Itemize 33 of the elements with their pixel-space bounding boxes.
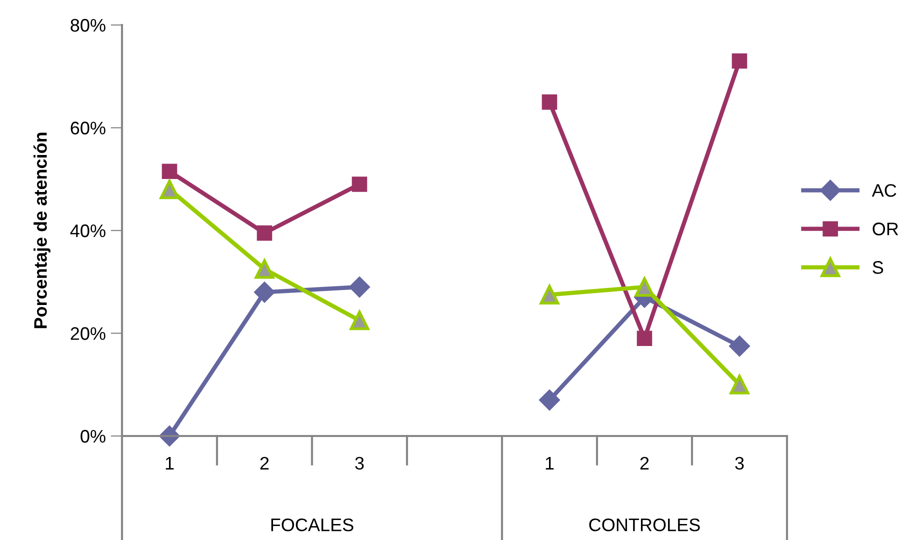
point bbox=[254, 259, 274, 279]
y-tick-label: 0% bbox=[80, 430, 106, 443]
x-tick-label: 2 bbox=[260, 456, 269, 470]
point bbox=[636, 330, 652, 346]
legend-label: OR bbox=[872, 222, 898, 236]
point bbox=[730, 374, 750, 394]
point bbox=[162, 164, 178, 180]
y-tick-label: 40% bbox=[70, 224, 106, 238]
y-tick-label: 80% bbox=[70, 18, 106, 32]
y-tick-label: 60% bbox=[70, 122, 106, 134]
x-tick-label: 1 bbox=[166, 457, 174, 470]
point bbox=[538, 390, 560, 411]
legend-label: AC bbox=[872, 184, 896, 197]
text: FOCALES bbox=[271, 518, 354, 532]
point bbox=[634, 277, 654, 297]
x-tick-label: 3 bbox=[735, 456, 744, 470]
point bbox=[160, 180, 180, 200]
point bbox=[540, 284, 560, 304]
x-tick-label: 2 bbox=[640, 456, 649, 470]
y-tick-label: 20% bbox=[70, 327, 106, 340]
point bbox=[542, 94, 558, 110]
point bbox=[350, 310, 370, 330]
legend-label: S bbox=[872, 261, 884, 274]
point bbox=[256, 225, 272, 241]
point bbox=[254, 282, 276, 303]
point bbox=[352, 176, 368, 192]
x-tick-label: 3 bbox=[355, 456, 364, 470]
point bbox=[732, 53, 748, 69]
x-tick-label: 1 bbox=[546, 457, 554, 470]
text: CONTROLES bbox=[589, 518, 700, 532]
point bbox=[348, 276, 370, 298]
y-axis-title: Porcentaje de atención bbox=[33, 132, 50, 328]
point bbox=[728, 336, 750, 357]
